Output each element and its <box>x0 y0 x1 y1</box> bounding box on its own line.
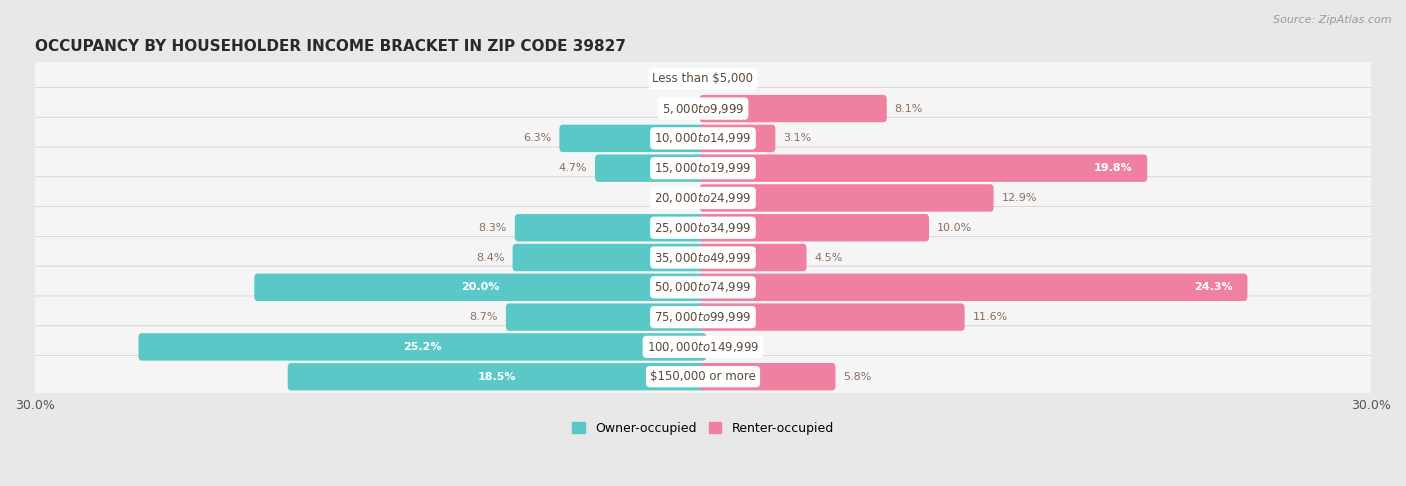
FancyBboxPatch shape <box>700 274 1247 301</box>
Text: $35,000 to $49,999: $35,000 to $49,999 <box>654 250 752 264</box>
FancyBboxPatch shape <box>254 274 706 301</box>
Text: $50,000 to $74,999: $50,000 to $74,999 <box>654 280 752 295</box>
Text: 19.8%: 19.8% <box>1094 163 1133 173</box>
FancyBboxPatch shape <box>28 326 1378 368</box>
Text: 24.3%: 24.3% <box>1194 282 1233 292</box>
Text: Source: ZipAtlas.com: Source: ZipAtlas.com <box>1274 15 1392 25</box>
Text: $10,000 to $14,999: $10,000 to $14,999 <box>654 131 752 145</box>
FancyBboxPatch shape <box>28 207 1378 249</box>
FancyBboxPatch shape <box>700 155 1147 182</box>
FancyBboxPatch shape <box>700 184 994 212</box>
Text: $25,000 to $34,999: $25,000 to $34,999 <box>654 221 752 235</box>
Legend: Owner-occupied, Renter-occupied: Owner-occupied, Renter-occupied <box>568 417 838 440</box>
Text: 0.0%: 0.0% <box>664 193 692 203</box>
Text: OCCUPANCY BY HOUSEHOLDER INCOME BRACKET IN ZIP CODE 39827: OCCUPANCY BY HOUSEHOLDER INCOME BRACKET … <box>35 39 626 54</box>
Text: 8.1%: 8.1% <box>894 104 922 114</box>
Text: 5.8%: 5.8% <box>844 372 872 382</box>
FancyBboxPatch shape <box>700 363 835 390</box>
Text: 8.4%: 8.4% <box>477 253 505 262</box>
FancyBboxPatch shape <box>700 95 887 122</box>
Text: 20.0%: 20.0% <box>461 282 499 292</box>
FancyBboxPatch shape <box>700 125 775 152</box>
Text: 4.5%: 4.5% <box>814 253 842 262</box>
FancyBboxPatch shape <box>28 296 1378 338</box>
FancyBboxPatch shape <box>28 117 1378 159</box>
Text: $20,000 to $24,999: $20,000 to $24,999 <box>654 191 752 205</box>
Text: Less than $5,000: Less than $5,000 <box>652 72 754 86</box>
Text: 0.0%: 0.0% <box>664 104 692 114</box>
Text: 8.7%: 8.7% <box>470 312 498 322</box>
Text: $100,000 to $149,999: $100,000 to $149,999 <box>647 340 759 354</box>
Text: 0.0%: 0.0% <box>714 74 742 84</box>
FancyBboxPatch shape <box>28 147 1378 190</box>
FancyBboxPatch shape <box>595 155 706 182</box>
FancyBboxPatch shape <box>28 58 1378 100</box>
Text: 18.5%: 18.5% <box>478 372 516 382</box>
FancyBboxPatch shape <box>28 87 1378 130</box>
FancyBboxPatch shape <box>560 125 706 152</box>
Text: 3.1%: 3.1% <box>783 133 811 143</box>
FancyBboxPatch shape <box>28 236 1378 278</box>
FancyBboxPatch shape <box>513 244 706 271</box>
Text: $15,000 to $19,999: $15,000 to $19,999 <box>654 161 752 175</box>
Text: 25.2%: 25.2% <box>404 342 441 352</box>
FancyBboxPatch shape <box>28 177 1378 219</box>
Text: 0.0%: 0.0% <box>714 342 742 352</box>
Text: $150,000 or more: $150,000 or more <box>650 370 756 383</box>
FancyBboxPatch shape <box>28 356 1378 398</box>
FancyBboxPatch shape <box>28 266 1378 309</box>
Text: 0.0%: 0.0% <box>664 74 692 84</box>
FancyBboxPatch shape <box>700 303 965 331</box>
FancyBboxPatch shape <box>288 363 706 390</box>
Text: 6.3%: 6.3% <box>523 133 551 143</box>
FancyBboxPatch shape <box>506 303 706 331</box>
FancyBboxPatch shape <box>138 333 706 361</box>
Text: $75,000 to $99,999: $75,000 to $99,999 <box>654 310 752 324</box>
FancyBboxPatch shape <box>700 244 807 271</box>
Text: 8.3%: 8.3% <box>478 223 508 233</box>
Text: 11.6%: 11.6% <box>973 312 1008 322</box>
FancyBboxPatch shape <box>700 214 929 242</box>
Text: $5,000 to $9,999: $5,000 to $9,999 <box>662 102 744 116</box>
Text: 10.0%: 10.0% <box>936 223 972 233</box>
Text: 12.9%: 12.9% <box>1001 193 1036 203</box>
FancyBboxPatch shape <box>515 214 706 242</box>
Text: 4.7%: 4.7% <box>558 163 588 173</box>
